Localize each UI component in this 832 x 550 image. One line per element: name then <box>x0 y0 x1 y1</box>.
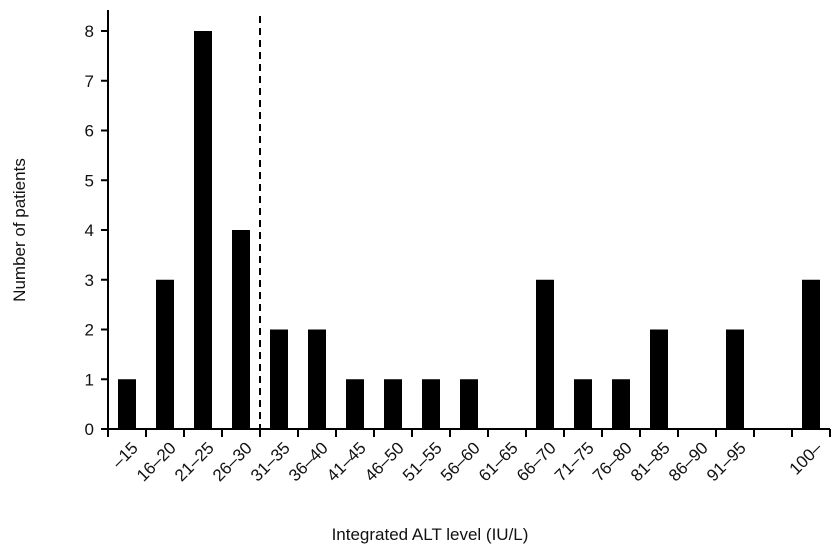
x-tick-label: 16–20 <box>133 438 180 485</box>
bar <box>726 329 744 429</box>
bar <box>574 379 592 429</box>
x-tick-label: 91–95 <box>703 438 750 485</box>
x-tick-label: 36–40 <box>285 438 332 485</box>
y-tick-label: 2 <box>85 321 94 340</box>
y-tick-label: 6 <box>85 122 94 141</box>
x-tick-label: 100– <box>786 438 827 479</box>
y-axis-title: Number of patients <box>10 158 29 302</box>
bar <box>650 329 668 429</box>
bar <box>118 379 136 429</box>
x-tick-label: 26–30 <box>209 438 256 485</box>
x-tick-label: 71–75 <box>551 438 598 485</box>
x-tick-label: 76–80 <box>589 438 636 485</box>
x-tick-label: 31–35 <box>247 438 294 485</box>
bar <box>346 379 364 429</box>
x-ticks-group: –1516–2021–2526–3031–3536–4041–4546–5051… <box>107 429 831 485</box>
bar <box>232 230 250 429</box>
y-tick-label: 5 <box>85 171 94 190</box>
bar <box>384 379 402 429</box>
bar <box>460 379 478 429</box>
y-tick-label: 7 <box>85 72 94 91</box>
bar <box>270 329 288 429</box>
bar <box>308 329 326 429</box>
y-tick-label: 4 <box>85 221 94 240</box>
axes-group <box>107 10 830 430</box>
x-tick-label: 66–70 <box>513 438 560 485</box>
bar <box>612 379 630 429</box>
x-tick-label: 86–90 <box>665 438 712 485</box>
y-tick-label: 3 <box>85 271 94 290</box>
x-tick-label: 61–65 <box>475 438 522 485</box>
bar <box>536 279 554 429</box>
bars-group <box>118 31 820 429</box>
y-tick-label: 0 <box>85 420 94 439</box>
x-tick-label: 81–85 <box>627 438 674 485</box>
bar <box>422 379 440 429</box>
x-tick-label: 21–25 <box>171 438 218 485</box>
x-axis-title: Integrated ALT level (IU/L) <box>332 525 529 544</box>
y-ticks-group: 0 1 2 3 4 5 6 7 8 <box>85 22 108 439</box>
y-tick-label: 1 <box>85 370 94 389</box>
x-tick-label: 56–60 <box>437 438 484 485</box>
y-tick-label: 8 <box>85 22 94 41</box>
x-tick-label: 51–55 <box>399 438 446 485</box>
x-tick-label: 41–45 <box>323 438 370 485</box>
bar <box>802 279 820 429</box>
bar <box>156 279 174 429</box>
bar <box>194 31 212 429</box>
x-tick-label: 46–50 <box>361 438 408 485</box>
